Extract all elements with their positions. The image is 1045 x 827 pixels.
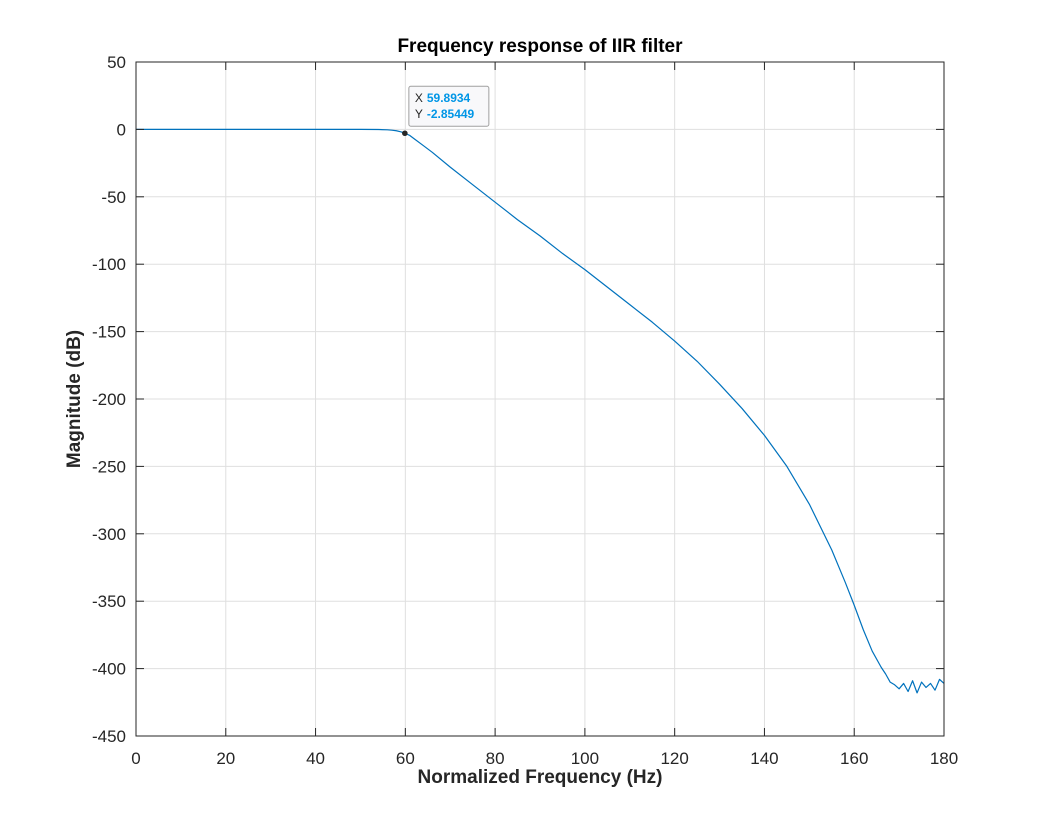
x-tick-label: 120 xyxy=(660,749,688,768)
series-line xyxy=(136,128,945,694)
y-tick-label: -300 xyxy=(92,525,126,544)
x-tick-label: 0 xyxy=(131,749,140,768)
datatip-x-label: X xyxy=(415,91,423,105)
x-tick-label: 20 xyxy=(216,749,235,768)
datatip-marker[interactable] xyxy=(402,130,408,137)
x-tick-label: 60 xyxy=(396,749,415,768)
datatip-y-value: -2.85449 xyxy=(427,107,475,121)
x-tick-label: 160 xyxy=(840,749,868,768)
datatip-x-value: 59.8934 xyxy=(427,91,471,105)
x-tick-label: 180 xyxy=(930,749,958,768)
y-tick-label: 0 xyxy=(117,120,126,139)
y-tick-label: 50 xyxy=(107,53,126,72)
y-tick-label: -50 xyxy=(101,188,126,207)
y-tick-label: -100 xyxy=(92,255,126,274)
y-tick-label: -250 xyxy=(92,457,126,476)
x-tick-label: 80 xyxy=(486,749,505,768)
y-tick-label: -400 xyxy=(92,660,126,679)
plot-lines xyxy=(136,128,945,694)
grid xyxy=(135,61,945,737)
datatip-box[interactable] xyxy=(408,85,490,127)
y-tick-label: -450 xyxy=(92,727,126,746)
datatip[interactable]: X 59.8934 Y -2.85449 xyxy=(402,85,490,137)
axis-ticks: 0 20 40 60 80 100 120 140 160 180 50 0 -50 -100 -150 -2… xyxy=(92,53,958,768)
x-tick-label: 140 xyxy=(750,749,778,768)
y-tick-label: -150 xyxy=(92,323,126,342)
x-tick-label: 100 xyxy=(571,749,599,768)
x-tick-label: 40 xyxy=(306,749,325,768)
x-axis-label: Normalized Frequency (Hz) xyxy=(418,767,663,788)
chart-title: Frequency response of IIR filter xyxy=(397,36,683,57)
y-tick-label: -350 xyxy=(92,592,126,611)
y-tick-label: -200 xyxy=(92,390,126,409)
datatip-y-label: Y xyxy=(415,107,423,121)
y-axis-label: Magnitude (dB) xyxy=(64,330,85,468)
